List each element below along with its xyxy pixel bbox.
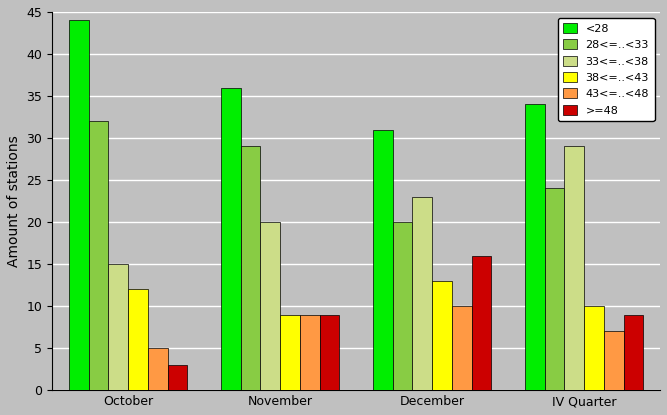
Bar — [128, 289, 148, 390]
Legend: <28, 28<=..<33, 33<=..<38, 38<=..<43, 43<=..<48, >=48: <28, 28<=..<33, 33<=..<38, 38<=..<43, 43… — [558, 17, 654, 121]
Bar — [564, 146, 584, 390]
Bar — [241, 146, 260, 390]
Bar — [544, 188, 564, 390]
Bar — [300, 315, 319, 390]
Bar — [584, 306, 604, 390]
Bar — [624, 315, 644, 390]
Bar — [525, 105, 544, 390]
Bar — [319, 315, 340, 390]
Bar — [280, 315, 300, 390]
Bar — [373, 129, 393, 390]
Bar — [260, 222, 280, 390]
Y-axis label: Amount of stations: Amount of stations — [7, 135, 21, 267]
Bar — [393, 222, 412, 390]
Bar — [432, 281, 452, 390]
Bar — [221, 88, 241, 390]
Bar — [69, 20, 89, 390]
Bar — [412, 197, 432, 390]
Bar — [472, 256, 492, 390]
Bar — [89, 121, 108, 390]
Bar — [108, 264, 128, 390]
Bar — [452, 306, 472, 390]
Bar — [604, 331, 624, 390]
Bar — [167, 365, 187, 390]
Bar — [148, 348, 167, 390]
